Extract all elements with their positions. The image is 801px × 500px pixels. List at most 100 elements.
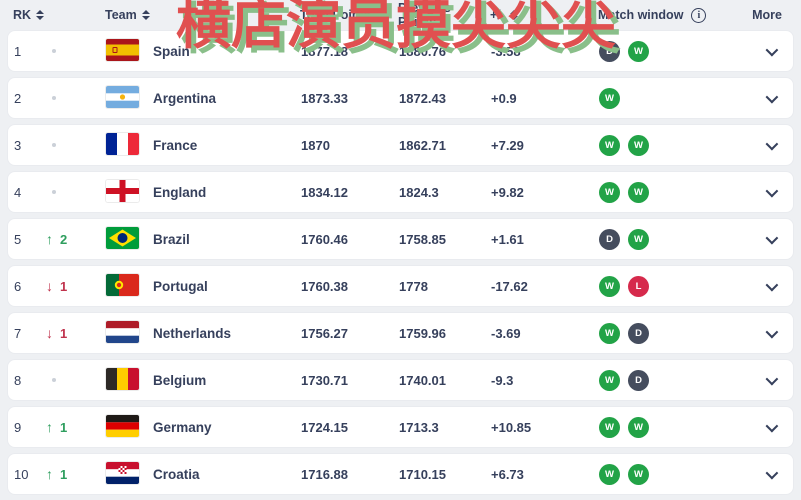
points-change: +9.82 <box>491 184 524 200</box>
match-window-results: W <box>599 87 746 109</box>
header-more: More <box>745 8 794 22</box>
chevron-down-icon[interactable] <box>765 419 779 432</box>
rank-movement-down: ↓ 1 <box>46 278 106 294</box>
header-team[interactable]: Team <box>105 8 300 22</box>
points-change: +6.73 <box>491 466 524 482</box>
team-name: Spain <box>153 43 190 59</box>
header-match-window: Match window i <box>598 7 745 23</box>
team-name: Argentina <box>153 90 217 106</box>
previous-points: 1759.96 <box>399 325 446 341</box>
points-change: +7.29 <box>491 137 524 153</box>
no-change-icon <box>52 96 56 100</box>
sort-icon[interactable] <box>141 10 150 20</box>
rank-movement-value: 1 <box>60 278 68 294</box>
chevron-down-icon[interactable] <box>765 90 779 103</box>
previous-points: 1880.76 <box>399 43 446 59</box>
flag-pt-icon <box>106 273 139 296</box>
match-result-badge: D <box>628 322 649 344</box>
rank-movement-none <box>46 96 106 100</box>
team-name: Brazil <box>153 231 190 247</box>
match-result-badge: D <box>599 228 620 250</box>
flag-br-icon <box>106 226 139 249</box>
rank-number: 9 <box>14 419 22 435</box>
flag-gb-eng-icon <box>106 179 139 202</box>
match-result-badge: L <box>628 275 649 297</box>
previous-points: 1713.3 <box>399 419 439 435</box>
total-points: 1870 <box>301 137 330 153</box>
rank-number: 6 <box>14 278 22 294</box>
header-previous-points-label: Previous Points <box>398 1 451 29</box>
rank-movement-value: 1 <box>60 466 68 482</box>
rank-number: 1 <box>14 43 22 59</box>
no-change-icon <box>52 143 56 147</box>
table-row: 5 ↑ 2 Brazil 1760.46 1758.85 +1.61 D W <box>7 218 794 260</box>
flag-be-icon <box>106 367 139 390</box>
chevron-down-icon[interactable] <box>765 184 779 197</box>
rank-number: 4 <box>14 184 22 200</box>
match-result-badge: W <box>599 369 620 391</box>
rank-movement-up: ↑ 2 <box>46 231 106 247</box>
rank-movement-none <box>46 143 106 147</box>
flag-fr-icon <box>106 132 139 155</box>
chevron-down-icon[interactable] <box>765 325 779 338</box>
no-change-icon <box>52 378 56 382</box>
previous-points: 1872.43 <box>399 90 446 106</box>
match-result-badge: W <box>599 134 620 156</box>
total-points: 1834.12 <box>301 184 348 200</box>
rank-number: 2 <box>14 90 22 106</box>
table-row: 8 Belgium 1730.71 1740.01 -9.3 W D <box>7 359 794 401</box>
chevron-down-icon[interactable] <box>765 466 779 479</box>
header-rank[interactable]: RK <box>13 8 45 22</box>
up-arrow-icon: ↑ <box>46 466 53 482</box>
rank-movement-value: 1 <box>60 419 68 435</box>
rank-movement-none <box>46 49 106 53</box>
total-points: 1760.38 <box>301 278 348 294</box>
header-rank-label: RK <box>13 8 32 22</box>
total-points: 1760.46 <box>301 231 348 247</box>
match-result-badge: W <box>628 416 649 438</box>
previous-points: 1710.15 <box>399 466 446 482</box>
total-points: 1873.33 <box>301 90 348 106</box>
match-result-badge: W <box>599 463 620 485</box>
total-points: 1730.71 <box>301 372 348 388</box>
match-result-badge: D <box>599 40 620 62</box>
info-icon[interactable]: i <box>691 7 707 23</box>
chevron-down-icon[interactable] <box>765 137 779 150</box>
header-team-label: Team <box>105 8 137 22</box>
chevron-down-icon[interactable] <box>765 278 779 291</box>
chevron-down-icon[interactable] <box>765 231 779 244</box>
points-change: -3.69 <box>491 325 521 341</box>
down-arrow-icon: ↓ <box>46 325 53 341</box>
total-points: 1756.27 <box>301 325 348 341</box>
flag-nl-icon <box>106 320 139 343</box>
match-result-badge: W <box>599 416 620 438</box>
rank-movement-none <box>46 190 106 194</box>
rank-movement-up: ↑ 1 <box>46 419 106 435</box>
points-change: +10.85 <box>491 419 532 435</box>
ranking-table: 1 Spain 1877.18 1880.76 -3.58 D W 2 Argentina 187… <box>0 30 801 495</box>
sort-icon[interactable] <box>36 10 45 20</box>
header-total-points: Total Points <box>300 8 398 22</box>
match-result-badge: W <box>599 275 620 297</box>
rank-number: 7 <box>14 325 22 341</box>
table-row: 4 England 1834.12 1824.3 +9.82 W W <box>7 171 794 213</box>
flag-ar-icon <box>106 85 139 108</box>
chevron-down-icon[interactable] <box>765 43 779 56</box>
rank-movement-down: ↓ 1 <box>46 325 106 341</box>
team-name: England <box>153 184 207 200</box>
points-change: +1.61 <box>491 231 524 247</box>
previous-points: 1740.01 <box>399 372 446 388</box>
match-result-badge: W <box>628 463 649 485</box>
previous-points: 1862.71 <box>399 137 446 153</box>
table-row: 6 ↓ 1 Portugal 1760.38 1778 -17.62 W L <box>7 265 794 307</box>
sort-icon[interactable] <box>509 10 518 20</box>
table-row: 7 ↓ 1 Netherlands 1756.27 1759.96 -3.69 W D <box>7 312 794 354</box>
chevron-down-icon[interactable] <box>765 372 779 385</box>
header-plus-minus[interactable]: +/- <box>490 8 598 22</box>
flag-hr-icon <box>106 461 139 484</box>
rank-number: 3 <box>14 137 22 153</box>
match-result-badge: W <box>628 228 649 250</box>
